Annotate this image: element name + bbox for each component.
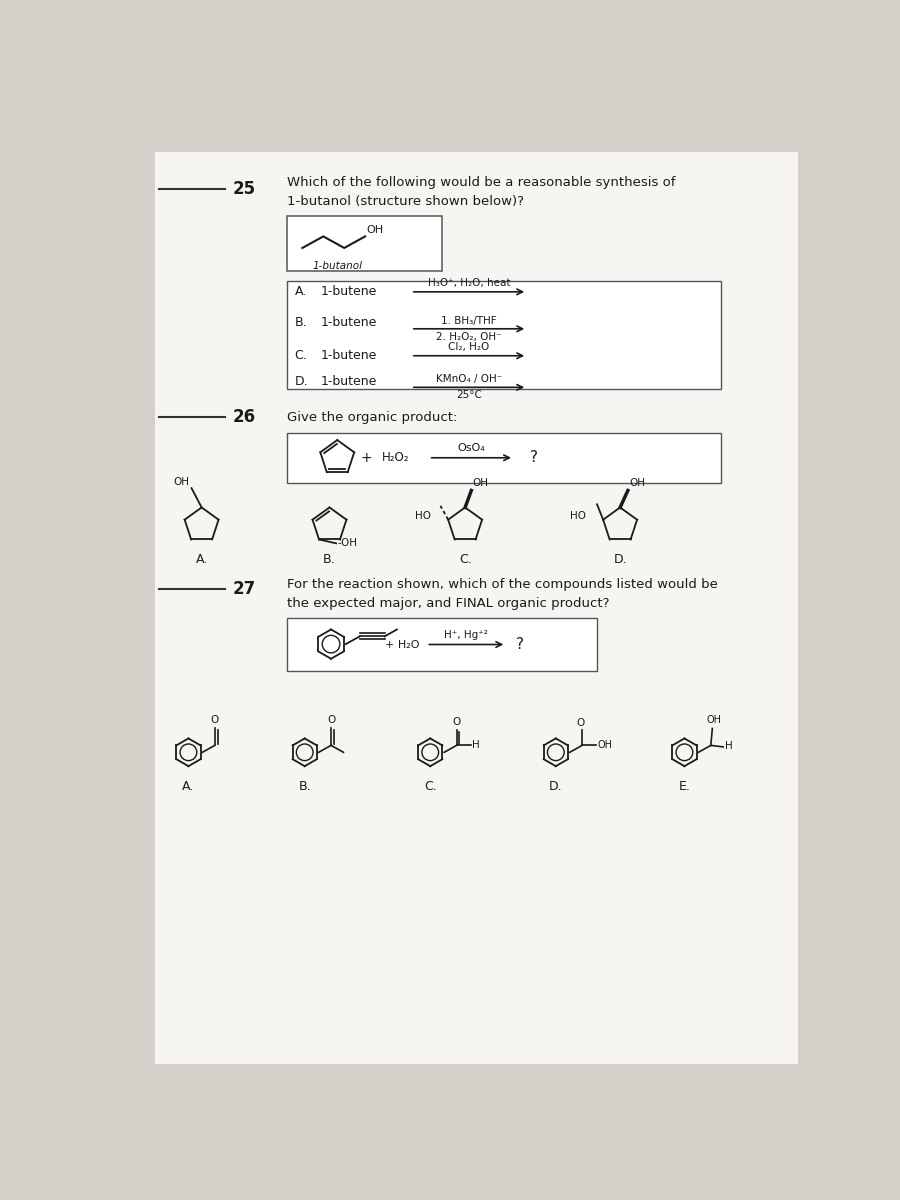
Text: + H₂O: + H₂O [385,640,419,649]
Text: Which of the following would be a reasonable synthesis of: Which of the following would be a reason… [287,176,675,188]
Text: A.: A. [183,780,194,793]
Text: Give the organic product:: Give the organic product: [287,410,457,424]
Text: O: O [453,716,461,727]
Text: H: H [724,742,733,751]
Text: 27: 27 [232,580,256,598]
Text: O: O [577,719,585,728]
Bar [287,618,597,672]
Text: B.: B. [299,780,311,793]
Text: D.: D. [294,374,308,388]
Text: OH: OH [366,224,383,235]
Text: OH: OH [173,476,189,487]
Text: H: H [472,739,480,750]
Text: A.: A. [294,286,307,299]
Text: C.: C. [459,552,472,565]
Text: OH: OH [598,739,613,750]
Text: O: O [211,715,219,725]
Text: C.: C. [294,349,308,362]
Text: 2. H₂O₂, OH⁻: 2. H₂O₂, OH⁻ [436,332,502,342]
Bar [287,281,721,389]
Text: 1-butene: 1-butene [320,374,376,388]
Text: For the reaction shown, which of the compounds listed would be: For the reaction shown, which of the com… [287,578,718,590]
Text: H₂O₂: H₂O₂ [382,451,410,464]
Text: 25: 25 [232,180,256,198]
Text: 1-butanol (structure shown below)?: 1-butanol (structure shown below)? [287,196,524,209]
Text: 1-butanol: 1-butanol [312,260,362,271]
Text: D.: D. [549,780,562,793]
Text: the expected major, and FINAL organic product?: the expected major, and FINAL organic pr… [287,598,609,610]
Text: KMnO₄ / OH⁻: KMnO₄ / OH⁻ [436,374,502,384]
Text: 1-butene: 1-butene [320,316,376,329]
Text: +: + [360,451,372,464]
Text: D.: D. [613,552,627,565]
Text: Cl₂, H₂O: Cl₂, H₂O [448,342,490,352]
Text: OH: OH [706,715,722,725]
Text: OH: OH [472,478,489,488]
Text: 25°C: 25°C [456,390,482,401]
Text: HO: HO [415,511,431,521]
Text: 1-butene: 1-butene [320,349,376,362]
Text: C.: C. [424,780,436,793]
Text: 1-butene: 1-butene [320,286,376,299]
Text: 1. BH₃/THF: 1. BH₃/THF [441,316,497,325]
Text: HO: HO [570,511,586,521]
Text: B.: B. [323,552,336,565]
Text: O: O [327,715,335,725]
Text: H⁺, Hg⁺²: H⁺, Hg⁺² [444,630,488,640]
Text: ?: ? [529,450,537,466]
Text: OsO₄: OsO₄ [457,443,485,454]
Bar [287,433,721,482]
Text: E.: E. [679,780,690,793]
Text: H₃O⁺, H₂O, heat: H₃O⁺, H₂O, heat [428,278,510,288]
Text: ?: ? [516,637,524,652]
Text: -OH: -OH [338,539,357,548]
Bar [287,216,442,271]
Text: 26: 26 [232,408,256,426]
Text: A.: A. [195,552,208,565]
Text: OH: OH [629,478,645,488]
Text: B.: B. [294,316,307,329]
